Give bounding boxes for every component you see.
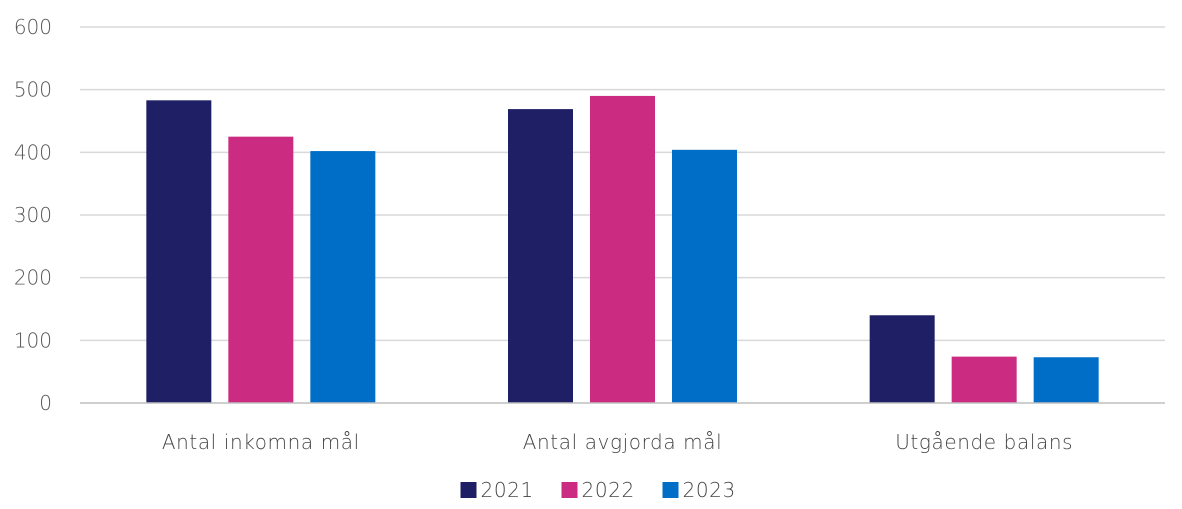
y-tick-label: 500: [14, 78, 52, 102]
y-tick-label: 400: [14, 140, 52, 164]
bar-2021: [869, 315, 935, 403]
bar-2023: [310, 151, 376, 403]
y-tick-label: 200: [14, 266, 52, 290]
y-axis-tick-labels: 0 100 200 300 400 500 600: [14, 15, 52, 415]
x-category-label: Antal inkomna mål: [162, 430, 360, 454]
legend-swatch-2021: [460, 482, 477, 498]
bar-2022: [951, 356, 1017, 403]
legend-swatch-2023: [662, 482, 679, 498]
legend-label: 2021: [481, 478, 534, 502]
x-category-label: Utgående balans: [895, 430, 1073, 454]
category-labels: Antal inkomna mål Antal avgjorda mål Utgåe…: [162, 430, 1073, 454]
y-tick-label: 600: [14, 15, 52, 39]
bar-2022: [228, 136, 294, 403]
y-tick-label: 0: [39, 391, 52, 415]
bar-2023: [1033, 357, 1099, 403]
y-tick-label: 100: [14, 328, 52, 352]
bar-2021: [508, 109, 573, 404]
y-tick-label: 300: [14, 203, 52, 227]
x-category-label: Antal avgjorda mål: [523, 430, 723, 454]
bar-2022: [590, 95, 655, 403]
bar-2023: [672, 149, 737, 403]
legend: 2021 2022 2023: [460, 478, 736, 502]
legend-label: 2023: [683, 478, 736, 502]
bar-2021: [146, 100, 212, 403]
bars: [146, 95, 1099, 404]
legend-swatch-2022: [561, 482, 578, 498]
legend-label: 2022: [582, 478, 635, 502]
